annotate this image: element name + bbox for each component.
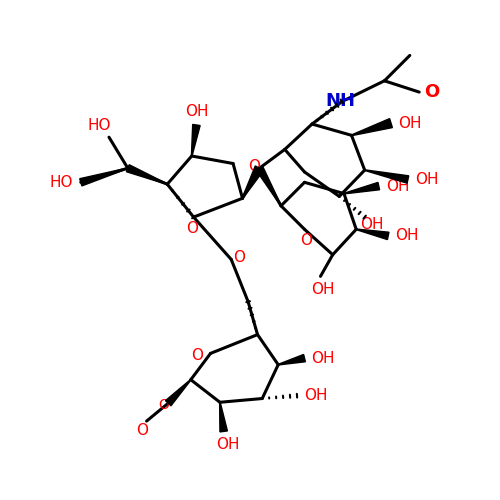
Text: O: O	[158, 398, 169, 412]
Text: O: O	[300, 233, 312, 248]
Text: NH: NH	[325, 92, 355, 110]
Polygon shape	[352, 118, 393, 136]
Text: HO: HO	[50, 175, 74, 190]
Text: OH: OH	[360, 217, 384, 232]
Text: O: O	[424, 83, 439, 101]
Polygon shape	[356, 229, 389, 239]
Polygon shape	[220, 402, 228, 432]
Text: O: O	[136, 423, 148, 438]
Text: OH: OH	[395, 228, 418, 244]
Text: O: O	[232, 250, 244, 265]
Text: OH: OH	[415, 172, 438, 187]
Text: OH: OH	[184, 104, 208, 120]
Polygon shape	[344, 182, 380, 194]
Text: OH: OH	[398, 116, 421, 130]
Text: OH: OH	[386, 178, 409, 194]
Text: O: O	[248, 159, 260, 174]
Polygon shape	[126, 164, 168, 184]
Polygon shape	[80, 168, 128, 186]
Polygon shape	[192, 124, 200, 156]
Polygon shape	[242, 166, 264, 198]
Text: HO: HO	[88, 118, 111, 134]
Polygon shape	[364, 170, 408, 183]
Text: OH: OH	[312, 350, 335, 366]
Text: O: O	[192, 348, 203, 363]
Text: OH: OH	[304, 388, 328, 403]
Polygon shape	[256, 166, 281, 206]
Polygon shape	[166, 380, 191, 406]
Text: OH: OH	[310, 282, 334, 297]
Text: O: O	[186, 221, 198, 236]
Text: OH: OH	[216, 437, 239, 452]
Polygon shape	[278, 354, 305, 365]
